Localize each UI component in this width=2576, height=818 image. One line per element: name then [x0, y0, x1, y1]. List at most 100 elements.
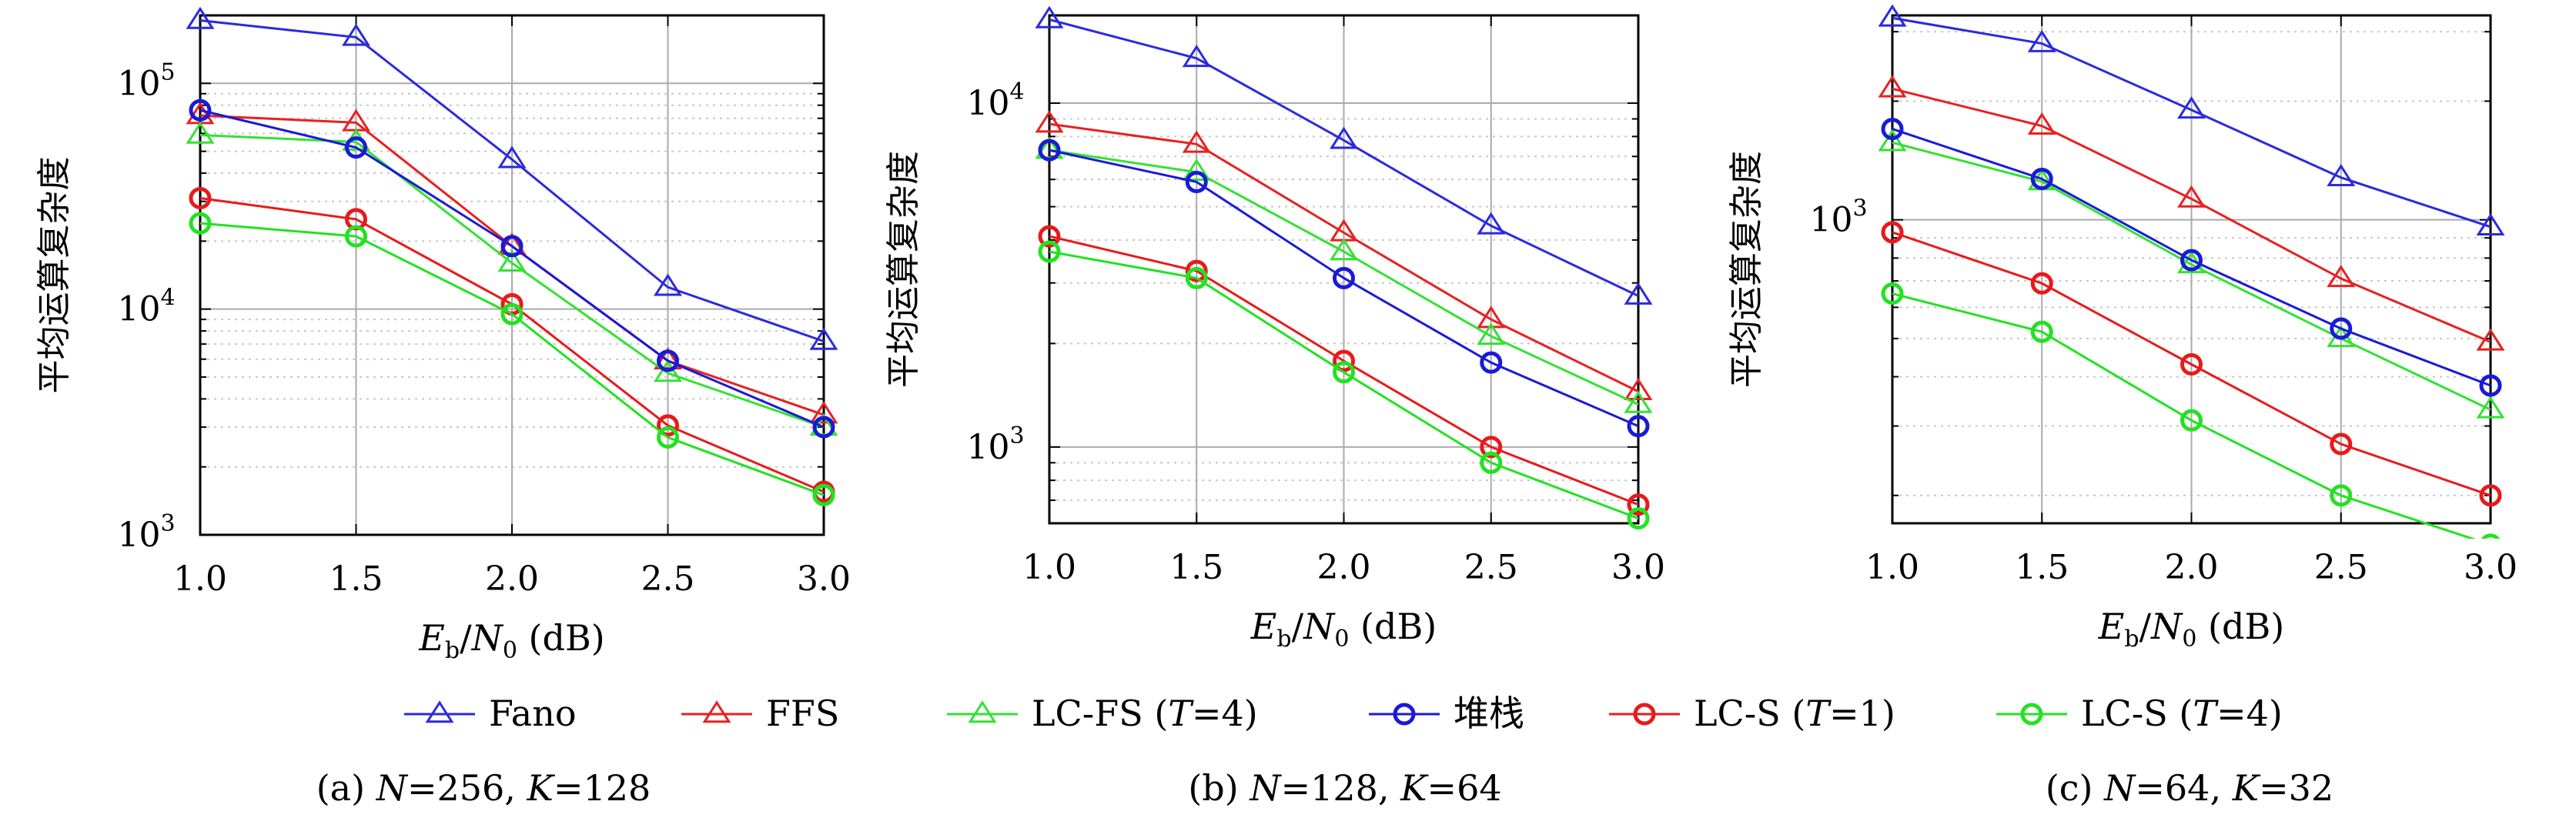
- data-point-lcs4: [2481, 533, 2501, 539]
- legend-item-lcs4: LC-S (T=4): [1996, 693, 2283, 734]
- legend-label-stack: 堆栈: [1454, 693, 1524, 734]
- series-lcs1: [1881, 221, 2502, 507]
- legend-label-lcfs4: LC-FS (T=4): [1032, 693, 1258, 734]
- data-point-fano: [1624, 282, 1653, 305]
- series-group: [1878, 4, 2505, 539]
- data-point-stack: [500, 235, 524, 258]
- data-point-lcfs4: [1330, 238, 1358, 261]
- data-point-stack: [1333, 266, 1355, 289]
- series-line-stack: [1892, 128, 2491, 387]
- data-point-lcs1: [1881, 221, 1904, 244]
- y-axis-label: 平均运算复杂度: [35, 157, 74, 394]
- data-point-fano: [2177, 96, 2206, 119]
- data-point-ffs: [2327, 265, 2356, 288]
- data-point-fano: [1182, 45, 1211, 68]
- legend-item-fano: Fano: [404, 693, 577, 734]
- data-point-lcs4: [1185, 266, 1208, 289]
- data-point-lcs1: [2030, 272, 2053, 295]
- data-point-lcs1: [657, 414, 679, 437]
- x-tick-label: 3.0: [797, 559, 851, 599]
- series-line-lcs1: [1049, 235, 1639, 506]
- plot-frame: [1048, 14, 1640, 525]
- data-point-stack: [2030, 167, 2053, 190]
- subfigure-caption: (c) N=64, K=32: [2046, 767, 2333, 809]
- series-lcfs4: [1035, 136, 1653, 413]
- data-point-lcs4: [1881, 282, 1904, 305]
- data-point-fano: [2476, 212, 2505, 236]
- data-point-lcs4: [657, 426, 679, 449]
- y-axis-label: 平均运算复杂度: [884, 151, 923, 388]
- data-point-lcs1: [1185, 259, 1208, 282]
- x-tick-label: 2.5: [1464, 548, 1518, 587]
- data-point-fano: [342, 23, 370, 46]
- data-point-fano: [1878, 4, 1907, 27]
- data-point-lcs4: [500, 302, 524, 326]
- data-point-stack: [1038, 139, 1061, 162]
- legend-item-ffs: FFS: [681, 693, 839, 734]
- data-point-ffs: [1878, 75, 1907, 98]
- x-tick-label: 2.5: [2314, 548, 2368, 587]
- x-tick-label: 1.5: [2015, 548, 2069, 587]
- data-point-stack: [2479, 374, 2502, 397]
- series-line-lcfs4: [1892, 141, 2491, 411]
- series-line-ffs: [1892, 87, 2491, 343]
- data-point-lcs1: [1038, 225, 1061, 248]
- data-point-fano: [1330, 126, 1358, 149]
- x-axis-label: Eb/N0 (dB): [418, 617, 604, 664]
- data-point-lcs4: [2330, 484, 2353, 507]
- series-lcs1: [1038, 225, 1650, 516]
- data-point-lcs1: [2330, 432, 2353, 456]
- data-point-fano: [1035, 5, 1064, 28]
- y-tick-label: 104: [966, 78, 1024, 123]
- data-point-ffs: [1182, 130, 1211, 153]
- data-point-stack: [1185, 170, 1208, 193]
- x-tick-label: 1.0: [1022, 548, 1076, 587]
- x-axis-label: Eb/N0 (dB): [1250, 606, 1437, 653]
- legend-label-lcs1: LC-S (T=1): [1694, 693, 1895, 734]
- data-point-lcfs4: [1477, 322, 1506, 346]
- series-lcs4: [1881, 282, 2501, 539]
- data-point-fano: [186, 6, 215, 29]
- x-tick-label: 2.5: [641, 559, 695, 599]
- y-axis-label: 平均运算复杂度: [1727, 151, 1766, 388]
- legend-marker-lcfs4: [968, 700, 997, 723]
- data-point-lcs1: [1627, 493, 1650, 516]
- y-tick-label: 103: [966, 422, 1024, 467]
- data-point-lcs1: [1333, 349, 1355, 372]
- legend-label-lcs4: LC-S (T=4): [2081, 693, 2283, 734]
- series-line-ffs: [1049, 122, 1639, 393]
- data-point-fano: [654, 273, 682, 296]
- legend-marker-fano: [425, 700, 454, 723]
- data-point-ffs: [2177, 185, 2206, 208]
- legend: Fano FFS LC-FS (T=4) 堆栈 LC-S (T=1) LC-S (T=4): [404, 693, 2283, 734]
- x-tick-label: 2.0: [1317, 548, 1371, 587]
- data-point-lcs1: [2180, 352, 2203, 376]
- data-point-ffs: [1624, 377, 1653, 401]
- data-point-fano: [809, 327, 838, 350]
- series-line-lcfs4: [199, 134, 825, 429]
- data-point-lcfs4: [497, 249, 527, 272]
- series-stack: [1881, 118, 2502, 397]
- subfigure-caption: (b) N=128, K=64: [1188, 767, 1501, 809]
- data-point-ffs: [809, 401, 838, 424]
- series-line-fano: [1892, 16, 2491, 229]
- series-line-lcs4: [199, 222, 825, 496]
- data-point-lcs4: [345, 225, 367, 248]
- data-point-stack: [1881, 118, 1904, 141]
- plot-frame: [199, 14, 825, 536]
- data-point-lcs4: [2180, 409, 2203, 432]
- data-point-ffs: [1035, 110, 1064, 133]
- series-line-stack: [199, 109, 825, 429]
- legend-marker-lcs1: [1633, 703, 1656, 726]
- legend-label-ffs: FFS: [766, 693, 839, 734]
- series-line-fano: [199, 19, 825, 342]
- data-point-stack: [812, 416, 835, 439]
- data-point-lcs1: [2479, 484, 2502, 507]
- y-tick-label: 105: [117, 58, 175, 103]
- data-point-fano: [497, 145, 527, 169]
- data-point-stack: [1480, 351, 1503, 374]
- legend-marker-ffs: [702, 700, 731, 723]
- series-fano: [1878, 4, 2505, 236]
- data-point-lcs4: [1627, 507, 1650, 530]
- series-lcs4: [189, 212, 835, 506]
